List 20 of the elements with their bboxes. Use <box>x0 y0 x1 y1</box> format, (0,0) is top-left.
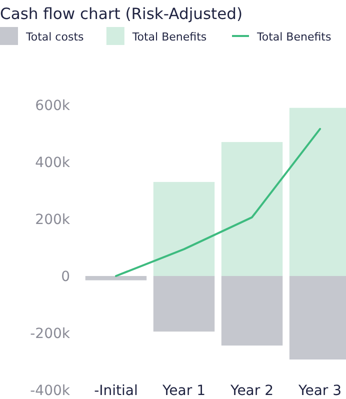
bar <box>153 182 215 276</box>
bar <box>221 142 283 276</box>
legend-label: Total Benefits <box>256 30 332 44</box>
y-tick-label: -200k <box>30 326 71 342</box>
bar <box>153 276 215 332</box>
x-tick-label: Year 2 <box>230 382 274 399</box>
y-tick-label: -400k <box>30 382 71 399</box>
y-tick-label: 600k <box>35 98 71 114</box>
line-series <box>114 128 322 277</box>
chart-title: Cash flow chart (Risk-Adjusted) <box>0 5 243 23</box>
x-tick-label: -Initial <box>94 382 138 399</box>
bar <box>85 276 147 280</box>
y-tick-label: 0 <box>61 268 70 285</box>
y-tick-label: 200k <box>35 212 71 228</box>
x-tick-label: Year 1 <box>161 382 206 399</box>
x-tick-label: Year 3 <box>298 382 342 399</box>
legend-label: Total costs <box>25 30 84 44</box>
y-tick-label: 400k <box>35 154 71 171</box>
legend-label: Total Benefits <box>131 30 207 44</box>
bar <box>221 276 283 346</box>
